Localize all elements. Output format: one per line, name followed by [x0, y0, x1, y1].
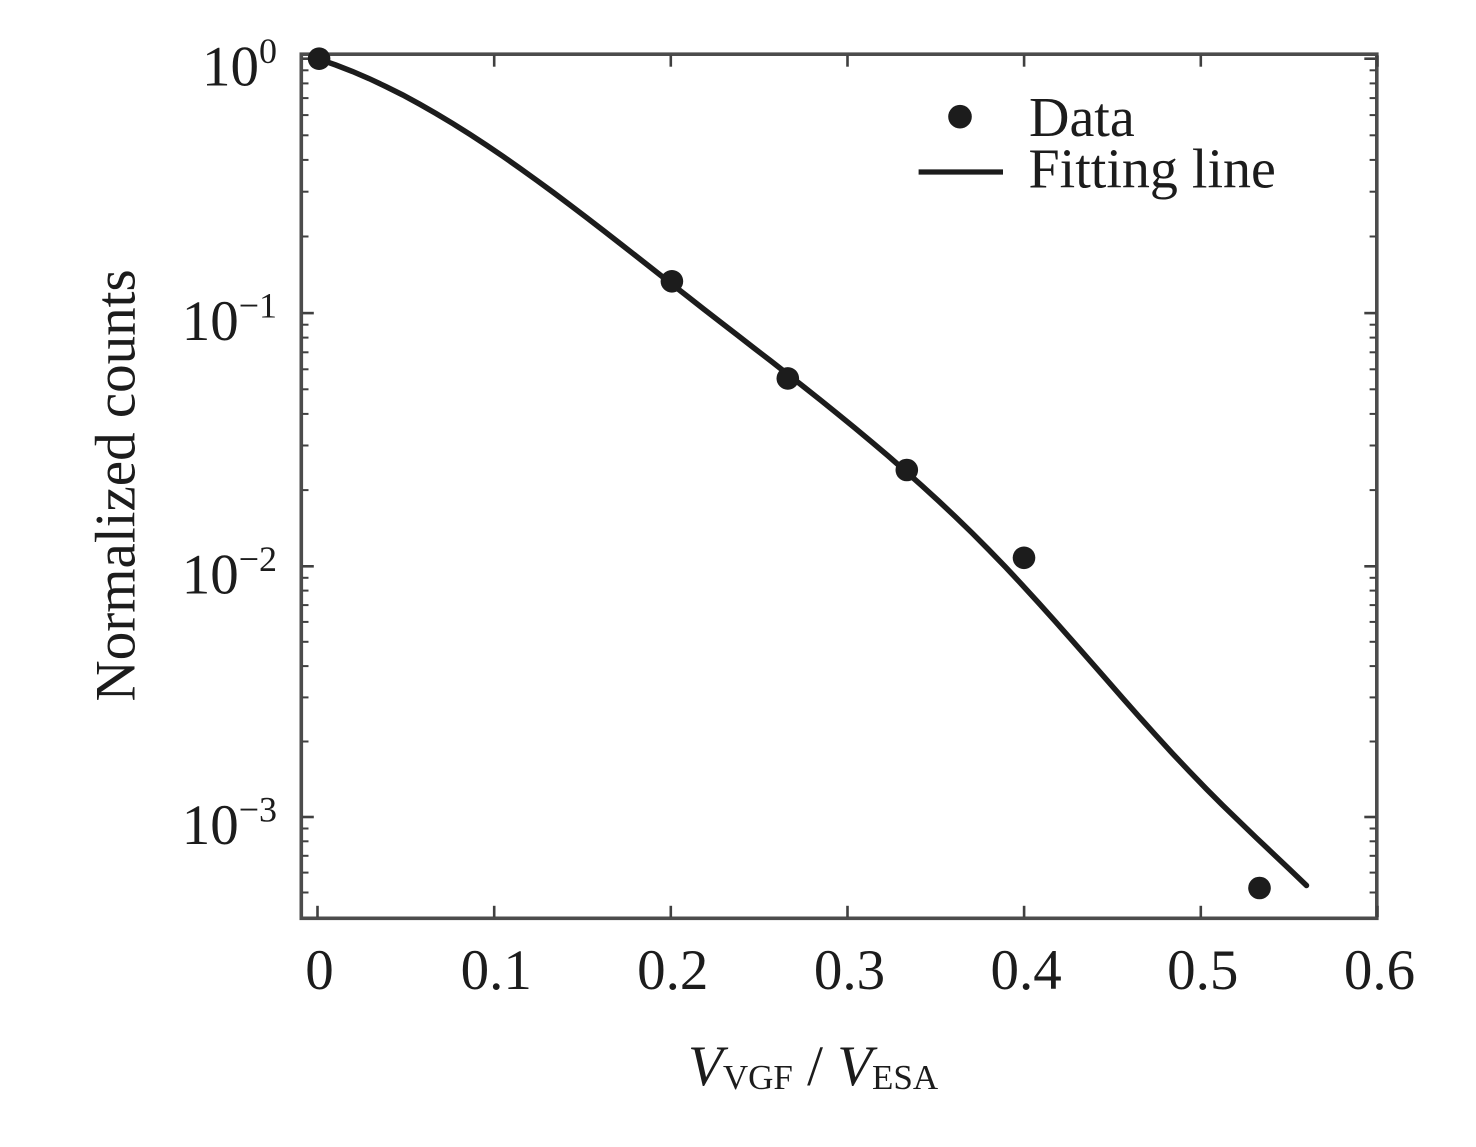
- svg-text:Normalized counts: Normalized counts: [85, 269, 148, 701]
- svg-text:0.2: 0.2: [637, 939, 708, 1002]
- svg-text:0.1: 0.1: [461, 939, 532, 1002]
- svg-text:0.5: 0.5: [1167, 939, 1238, 1002]
- svg-text:Fitting line: Fitting line: [1029, 139, 1276, 201]
- svg-text:100: 100: [202, 31, 277, 99]
- svg-text:0: 0: [305, 939, 334, 1002]
- svg-text:0.4: 0.4: [990, 939, 1061, 1002]
- svg-text:VVGF / VESA: VVGF / VESA: [688, 1035, 939, 1098]
- svg-text:Data: Data: [1029, 87, 1135, 149]
- svg-text:0.3: 0.3: [814, 939, 885, 1002]
- svg-text:0.6: 0.6: [1344, 939, 1415, 1002]
